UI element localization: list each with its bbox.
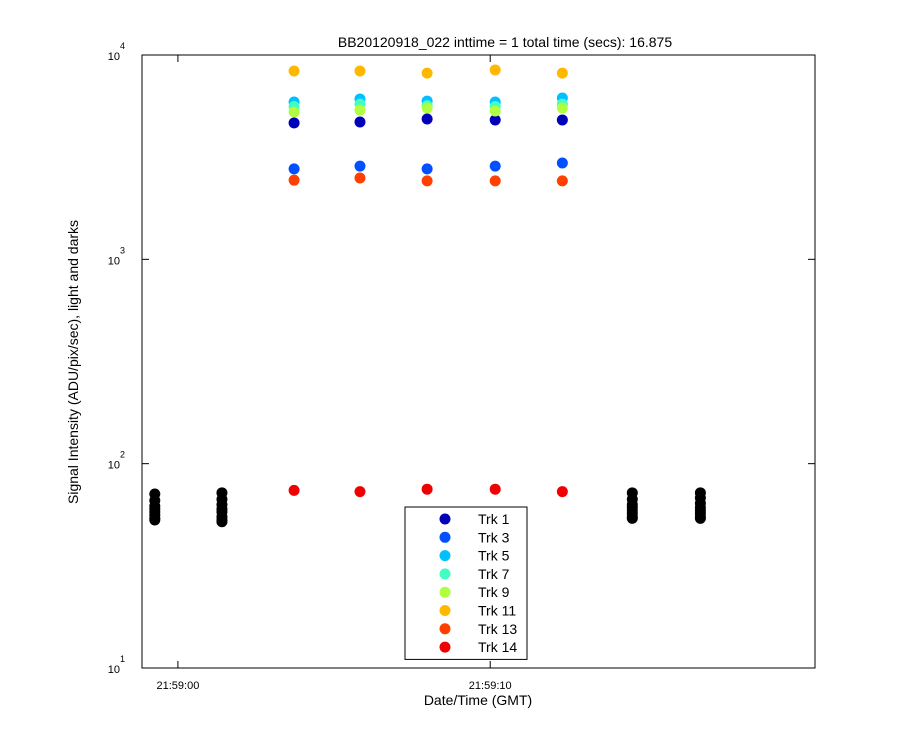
data-point — [489, 64, 501, 76]
data-point — [354, 65, 366, 77]
y-tick-power: 1 — [120, 654, 125, 664]
data-point — [149, 514, 161, 526]
data-point — [556, 486, 568, 498]
y-tick-power: 3 — [120, 245, 125, 255]
data-point — [421, 102, 433, 114]
legend-label: Trk 7 — [478, 566, 510, 582]
data-point — [354, 160, 366, 172]
data-point — [489, 160, 501, 172]
data-point — [694, 512, 706, 524]
legend-label: Trk 5 — [478, 548, 510, 564]
y-tick-label: 10 — [108, 460, 120, 472]
legend-marker — [439, 550, 451, 562]
data-point — [288, 117, 300, 129]
legend-marker — [439, 623, 451, 635]
legend-marker — [439, 641, 451, 653]
legend-marker — [439, 531, 451, 543]
data-point — [354, 116, 366, 128]
legend-label: Trk 13 — [478, 621, 517, 637]
y-axis-label: Signal Intensity (ADU/pix/sec), light an… — [65, 220, 81, 504]
y-tick-label: 10 — [108, 664, 120, 676]
legend-label: Trk 14 — [478, 639, 517, 655]
legend-marker — [439, 513, 451, 525]
data-point — [288, 484, 300, 496]
data-point — [288, 106, 300, 118]
data-point — [354, 486, 366, 498]
data-point — [421, 483, 433, 495]
data-point — [288, 174, 300, 186]
data-point — [421, 113, 433, 125]
data-point — [288, 65, 300, 77]
data-point — [556, 102, 568, 114]
data-point — [288, 163, 300, 175]
data-point — [626, 512, 638, 524]
legend-marker — [439, 605, 451, 616]
y-tick-label: 10 — [108, 51, 120, 63]
data-point — [489, 483, 501, 495]
legend: Trk 1 Trk 3 Trk 5 Trk 7 Trk 9 Trk 11 Trk 13 Trk… — [404, 506, 528, 660]
legend-label: Trk 3 — [478, 529, 510, 545]
legend-label: Trk 9 — [478, 584, 510, 600]
data-point — [421, 175, 433, 187]
data-point — [556, 175, 568, 187]
legend-label: Trk 11 — [478, 603, 516, 619]
data-point — [421, 163, 433, 175]
data-point — [556, 114, 568, 126]
data-point — [489, 175, 501, 187]
legend-marker — [439, 586, 451, 598]
data-point — [354, 172, 366, 184]
data-point — [556, 67, 568, 79]
data-point — [216, 516, 228, 528]
legend-marker — [439, 568, 451, 580]
data-point — [556, 157, 568, 169]
legend-label: Trk 1 — [478, 511, 510, 527]
y-tick-power: 2 — [120, 450, 125, 460]
x-tick-label: 21:59:00 — [157, 680, 200, 692]
chart-title: BB20120918_022 inttime = 1 total time (s… — [338, 34, 672, 50]
legend-box — [404, 506, 528, 660]
data-point — [489, 114, 501, 126]
data-point — [489, 105, 501, 117]
data-point — [354, 104, 366, 116]
x-tick-label: 21:59:10 — [469, 680, 512, 692]
data-point — [421, 67, 433, 79]
y-tick-label: 10 — [108, 255, 120, 267]
x-axis-label: Date/Time (GMT) — [424, 692, 532, 708]
y-tick-power: 4 — [120, 41, 125, 51]
